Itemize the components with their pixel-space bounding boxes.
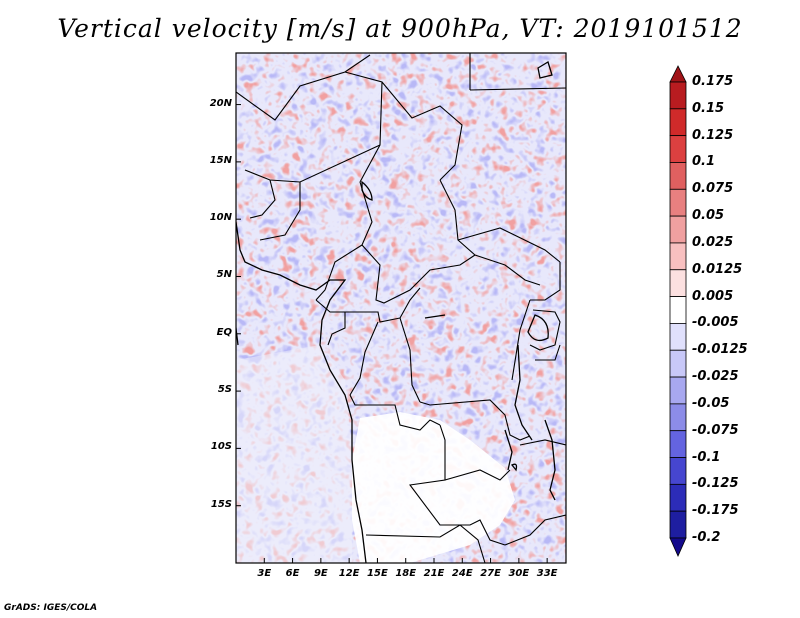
colorbar-label: 0.15	[692, 100, 725, 116]
colorbar-segment	[669, 483, 687, 512]
plot-frame	[235, 52, 567, 564]
colorbar-label: -0.005	[692, 315, 739, 331]
colorbar	[669, 65, 687, 557]
colorbar-segment	[669, 242, 687, 271]
colorbar-segment	[669, 188, 687, 217]
colorbar-segment	[669, 215, 687, 244]
colorbar-label: 0.05	[692, 208, 725, 224]
lon-label: 24E	[451, 568, 473, 579]
lat-label: 10N	[209, 212, 232, 224]
lat-label: 5N	[216, 269, 232, 281]
colorbar-segment	[669, 376, 687, 405]
lat-label: 20N	[209, 97, 232, 109]
colorbar-segment	[669, 349, 687, 378]
lon-label: 3E	[257, 568, 272, 579]
lat-label: 5S	[217, 384, 232, 396]
colorbar-segment	[669, 135, 687, 163]
colorbar-label: -0.175	[692, 503, 739, 519]
colorbar-segment	[669, 81, 687, 110]
chart-title: Vertical velocity [m/s] at 900hPa, VT: 2…	[57, 14, 743, 43]
axis-ticks	[236, 104, 548, 563]
colorbar-label: 0.175	[692, 74, 734, 89]
colorbar-segment	[669, 296, 687, 324]
lon-label: 27E	[480, 568, 501, 579]
colorbar-label: -0.2	[692, 530, 721, 545]
lon-label: 9E	[313, 568, 328, 579]
colorbar-label: 0.1	[692, 154, 716, 170]
colorbar-label: -0.075	[692, 422, 739, 438]
colorbar-segment	[669, 510, 687, 539]
colorbar-label: 0.125	[692, 127, 734, 143]
colorbar-label: 0.005	[692, 288, 734, 304]
lon-label: 21E	[423, 568, 445, 579]
colorbar-label: 0.025	[692, 234, 734, 250]
colorbar-label: 0.0125	[692, 261, 743, 277]
lon-label: 33E	[536, 568, 558, 579]
colorbar-segment	[669, 108, 687, 137]
lat-label: 10S	[210, 441, 232, 453]
lon-label: 12E	[338, 568, 360, 579]
colorbar-segment	[669, 430, 687, 458]
colorbar-label: -0.025	[692, 369, 739, 385]
lon-label: 30E	[508, 568, 530, 579]
coastlines	[236, 61, 556, 563]
country-boundaries	[236, 53, 566, 563]
colorbar-label: -0.0125	[692, 342, 748, 358]
lon-label: 6E	[285, 568, 300, 579]
credit-text: GrADS: IGES/COLA	[4, 603, 98, 613]
lon-label: 15E	[367, 568, 388, 579]
colorbar-label: 0.075	[692, 181, 734, 197]
lat-label: EQ	[216, 326, 232, 338]
colorbar-segment	[669, 323, 687, 351]
colorbar-segment	[669, 537, 687, 557]
colorbar-segment	[669, 457, 687, 485]
lat-label: 15S	[210, 498, 232, 510]
colorbar-segment	[669, 162, 687, 190]
colorbar-segment	[669, 65, 687, 83]
colorbar-segment	[669, 269, 687, 297]
colorbar-label: -0.125	[692, 476, 739, 492]
colorbar-label: -0.05	[692, 395, 730, 411]
colorbar-segment	[669, 403, 687, 432]
colorbar-label: -0.1	[692, 449, 721, 465]
vertical-velocity-field	[236, 53, 566, 563]
lat-label: 15N	[209, 154, 232, 166]
lon-label: 18E	[395, 568, 417, 579]
